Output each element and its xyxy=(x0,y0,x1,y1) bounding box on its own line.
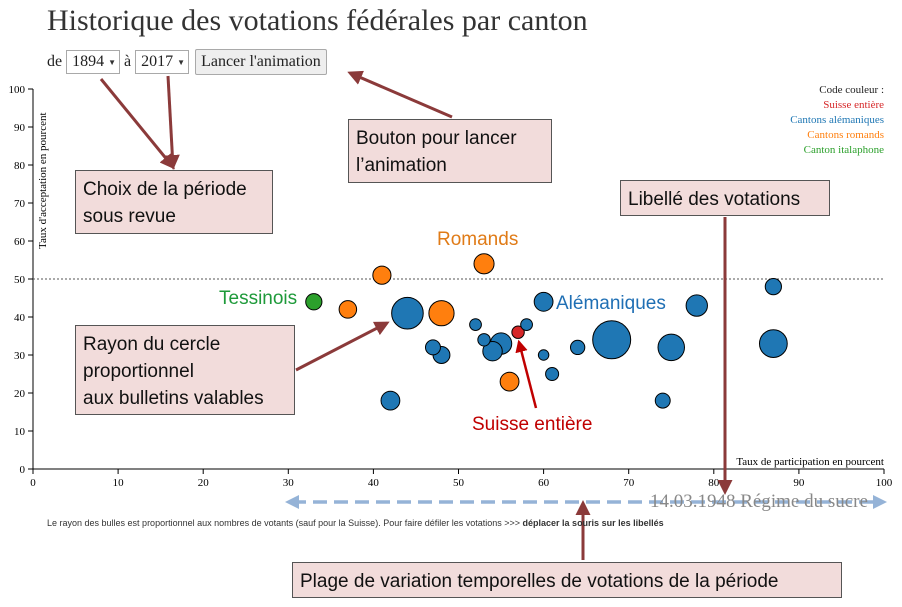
legend-item-italaphone: Canton italaphone xyxy=(803,144,884,156)
label-suisse-entiere: Suisse entière xyxy=(472,414,593,435)
y-tick-label: 80 xyxy=(14,160,26,172)
y-tick-label: 70 xyxy=(14,198,26,210)
footnote-hint: déplacer la souris sur les libellés xyxy=(522,518,664,528)
bubble-cantons-romands xyxy=(428,300,455,327)
dropdown-arrow-icon: ▼ xyxy=(108,57,117,67)
x-axis-label: Taux de participation en pourcent xyxy=(736,456,884,468)
bubble-cantons-al-maniques xyxy=(654,392,671,409)
bubble-cantons-al-maniques xyxy=(685,294,708,317)
bubble-cantons-al-maniques xyxy=(520,318,533,331)
callout-vote-labels: Libellé des votations xyxy=(620,180,830,216)
y-tick-label: 0 xyxy=(20,464,26,476)
bubble-cantons-al-maniques xyxy=(758,329,788,358)
x-tick-label: 0 xyxy=(30,477,36,489)
legend-title: Code couleur : xyxy=(819,84,884,96)
end-year-value: 2017 xyxy=(141,53,174,70)
callout-radius: Rayon du cercle proportionnel aux bullet… xyxy=(75,325,295,415)
y-axis-label: Taux d'acceptation en pourcent xyxy=(37,112,49,249)
bubble-cantons-al-maniques xyxy=(424,339,441,356)
footnote: Le rayon des bulles est proportionnel au… xyxy=(47,518,664,528)
callout-period: Choix de la période sous revue xyxy=(75,170,273,234)
bubble-cantons-al-maniques xyxy=(391,296,424,330)
legend-item-alemaniques: Cantons alémaniques xyxy=(790,114,884,126)
end-year-select[interactable]: 2017 ▼ xyxy=(135,50,190,74)
y-tick-label: 40 xyxy=(14,312,26,324)
bubble-cantons-romands xyxy=(473,253,495,275)
bubble-cantons-al-maniques xyxy=(545,366,560,382)
legend-item-suisse: Suisse entière xyxy=(823,99,884,111)
bubble-cantons-al-maniques xyxy=(569,339,586,356)
annotation-arrow xyxy=(347,70,453,119)
annotation-arrow-suisse xyxy=(515,339,538,409)
y-tick-label: 20 xyxy=(14,388,26,400)
callout-animate: Bouton pour lancer l’animation xyxy=(348,119,552,183)
legend-item-romands: Cantons romands xyxy=(807,129,884,141)
y-tick-label: 100 xyxy=(9,84,26,96)
label-romands: Romands xyxy=(437,229,519,250)
x-tick-label: 20 xyxy=(198,477,210,489)
page-title: Historique des votations fédérales par c… xyxy=(47,4,588,37)
to-label: à xyxy=(124,53,132,70)
x-tick-label: 70 xyxy=(623,477,635,489)
annotation-arrow xyxy=(295,321,390,372)
x-tick-label: 40 xyxy=(368,477,380,489)
y-tick-label: 90 xyxy=(14,122,26,134)
y-tick-label: 50 xyxy=(14,274,26,286)
bubble-cantons-al-maniques xyxy=(533,291,554,312)
bubble-cantons-romands xyxy=(499,371,520,392)
bubble-cantons-al-maniques xyxy=(477,333,491,347)
x-tick-label: 50 xyxy=(453,477,465,489)
footnote-text: Le rayon des bulles est proportionnel au… xyxy=(47,518,523,528)
bubble-cantons-al-maniques xyxy=(469,318,482,331)
start-year-value: 1894 xyxy=(72,53,105,70)
y-tick-label: 60 xyxy=(14,236,26,248)
vote-title-label[interactable]: 14.03.1948 Régime du sucre xyxy=(650,491,868,512)
x-tick-label: 100 xyxy=(876,477,893,489)
period-controls: de 1894 ▼ à 2017 ▼ Lancer l'animation xyxy=(47,49,327,75)
bubble-cantons-al-maniques xyxy=(380,390,401,411)
bubble-cantons-al-maniques xyxy=(657,333,685,362)
annotation-arrow xyxy=(99,78,175,170)
bubble-cantons-al-maniques xyxy=(537,349,550,361)
x-tick-label: 10 xyxy=(113,477,125,489)
start-year-select[interactable]: 1894 ▼ xyxy=(66,50,121,74)
bubble-canton-italaphone xyxy=(305,293,323,311)
y-tick-label: 30 xyxy=(14,350,26,362)
annotation-arrow xyxy=(164,75,180,170)
bubble-cantons-romands xyxy=(338,300,358,319)
from-label: de xyxy=(47,53,63,70)
launch-animation-button[interactable]: Lancer l'animation xyxy=(195,49,327,75)
callout-time-range: Plage de variation temporelles de votati… xyxy=(292,562,842,598)
bubble-cantons-al-maniques xyxy=(592,320,632,360)
bubble-suisse-enti-re xyxy=(511,325,525,339)
x-tick-label: 90 xyxy=(793,477,805,489)
bubble-cantons-romands xyxy=(372,265,392,285)
x-tick-label: 80 xyxy=(708,477,720,489)
label-tessinois: Tessinois xyxy=(219,288,298,309)
x-tick-label: 30 xyxy=(283,477,295,489)
y-tick-label: 10 xyxy=(14,426,26,438)
dropdown-arrow-icon: ▼ xyxy=(177,57,186,67)
bubble-cantons-al-maniques xyxy=(482,340,503,362)
color-legend: Code couleur : Suisse entière Cantons al… xyxy=(790,83,884,158)
label-alemaniques: Alémaniques xyxy=(556,293,666,314)
x-tick-label: 60 xyxy=(538,477,550,489)
bubble-cantons-al-maniques xyxy=(764,277,782,296)
